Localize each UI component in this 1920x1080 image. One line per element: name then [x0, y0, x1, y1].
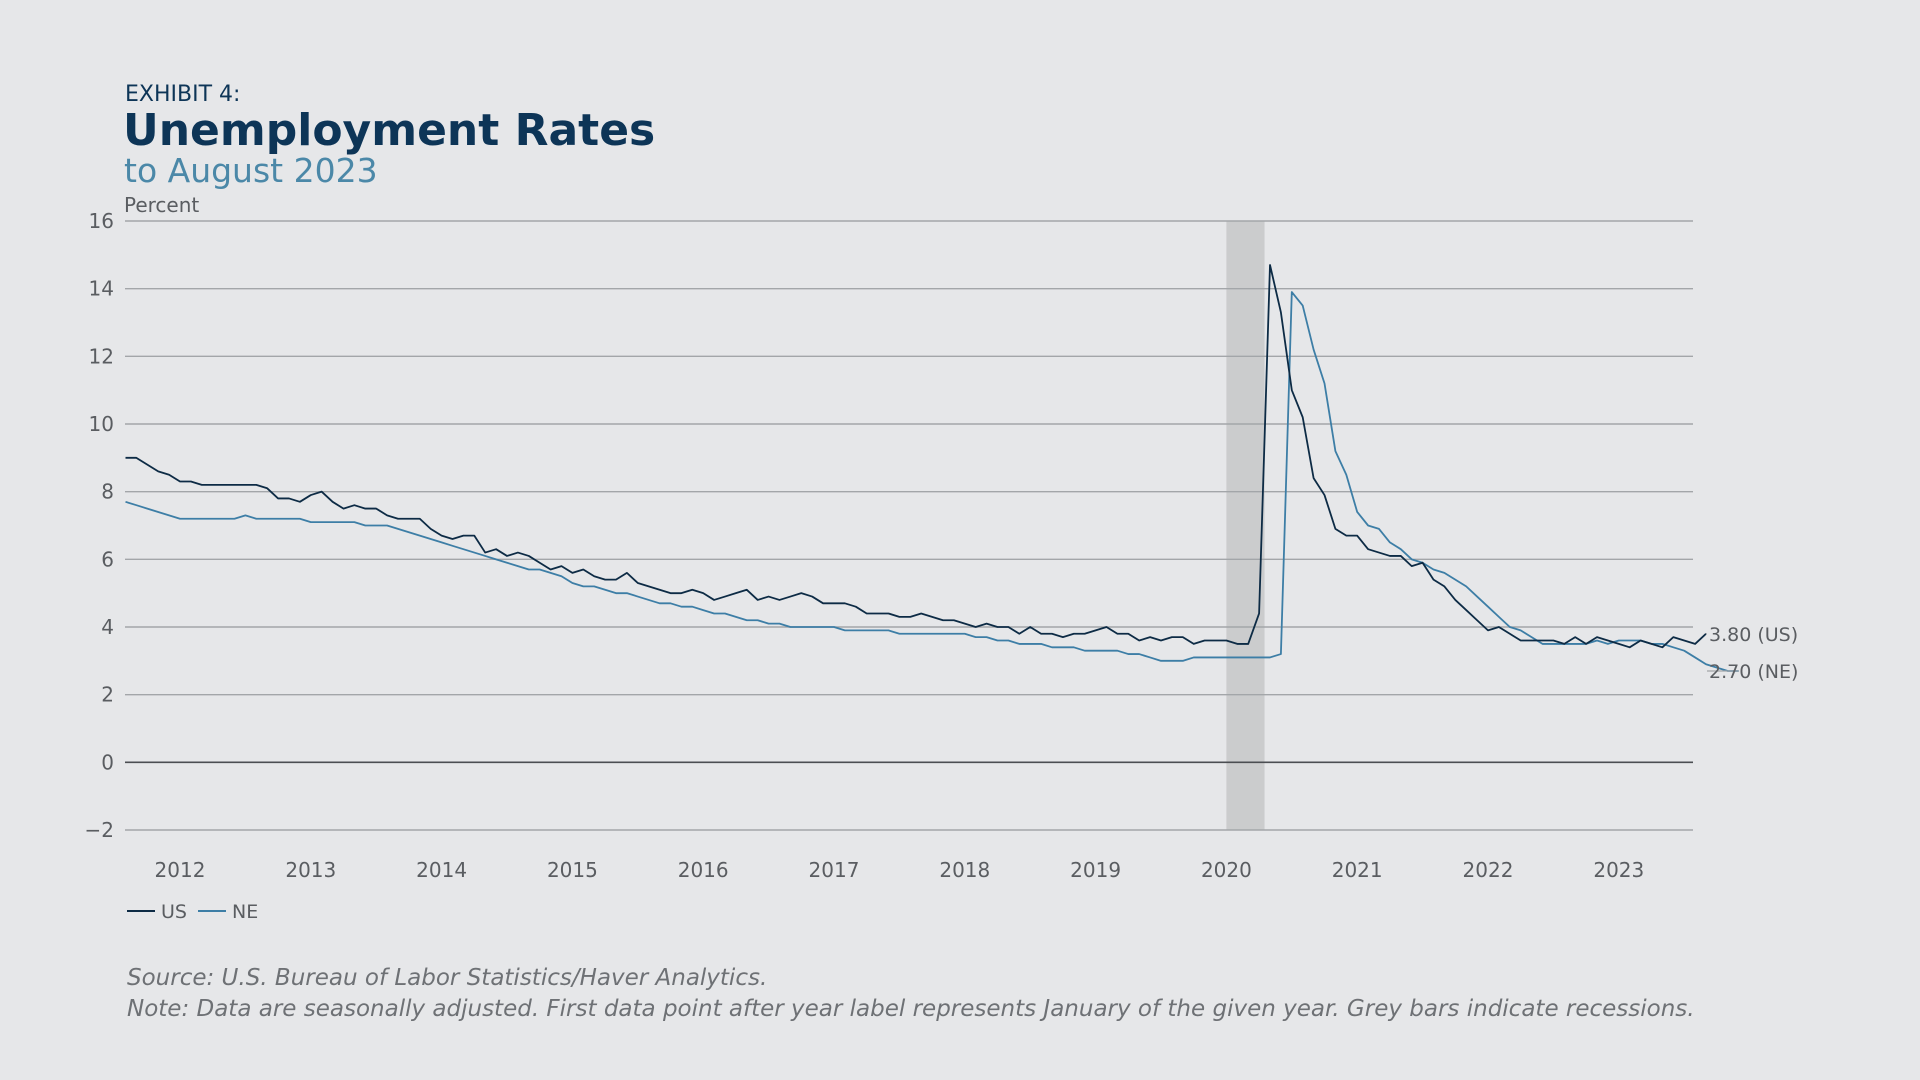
end-label: 3.80 (US) [1709, 624, 1798, 646]
x-tick-label: 2012 [155, 858, 206, 882]
gridlines [125, 220, 1693, 831]
legend: US NE [127, 901, 258, 923]
exhibit-label: EXHIBIT 4: [125, 82, 240, 107]
x-tick-label: 2022 [1463, 858, 1514, 882]
x-tick-label: 2018 [939, 858, 990, 882]
series-line-us [125, 264, 1707, 649]
y-tick-labels: 16 14 12 10 8 6 4 2 0 −2 [85, 209, 114, 842]
x-tick-labels: 2012 2013 2014 2015 2016 2017 2018 2019 2020 2021… [155, 858, 1645, 882]
y-tick-label: 12 [89, 344, 114, 368]
chart-subtitle: to August 2023 [124, 151, 378, 190]
x-tick-label: 2019 [1070, 858, 1121, 882]
x-tick-label: 2021 [1332, 858, 1383, 882]
y-tick-label: 16 [89, 209, 114, 233]
legend-label-ne: NE [232, 901, 258, 923]
y-tick-label: −2 [85, 818, 114, 842]
y-tick-label: 4 [101, 615, 114, 639]
x-tick-label: 2013 [285, 858, 336, 882]
y-tick-label: 6 [101, 547, 114, 571]
y-axis-label: Percent [124, 193, 199, 217]
end-labels: 3.80 (US) 2.70 (NE) [1706, 624, 1798, 683]
x-tick-label: 2017 [809, 858, 860, 882]
y-tick-label: 0 [101, 750, 114, 774]
legend-label-us: US [161, 901, 187, 923]
x-tick-label: 2015 [547, 858, 598, 882]
series-line-ne [125, 291, 1739, 672]
y-tick-label: 14 [89, 277, 114, 301]
x-tick-label: 2020 [1201, 858, 1252, 882]
data-note: Note: Data are seasonally adjusted. Firs… [127, 996, 1695, 1022]
x-tick-label: 2016 [678, 858, 729, 882]
x-tick-label: 2014 [416, 858, 467, 882]
x-tick-label: 2023 [1593, 858, 1644, 882]
end-label: 2.70 (NE) [1709, 661, 1798, 683]
y-tick-label: 8 [101, 480, 114, 504]
series-lines [125, 264, 1739, 672]
y-tick-label: 2 [101, 683, 114, 707]
recession-bar [1226, 221, 1265, 830]
source-note: Source: U.S. Bureau of Labor Statistics/… [127, 965, 767, 991]
chart-title: Unemployment Rates [123, 105, 655, 156]
y-tick-label: 10 [89, 412, 114, 436]
recession-bars [1226, 221, 1265, 830]
